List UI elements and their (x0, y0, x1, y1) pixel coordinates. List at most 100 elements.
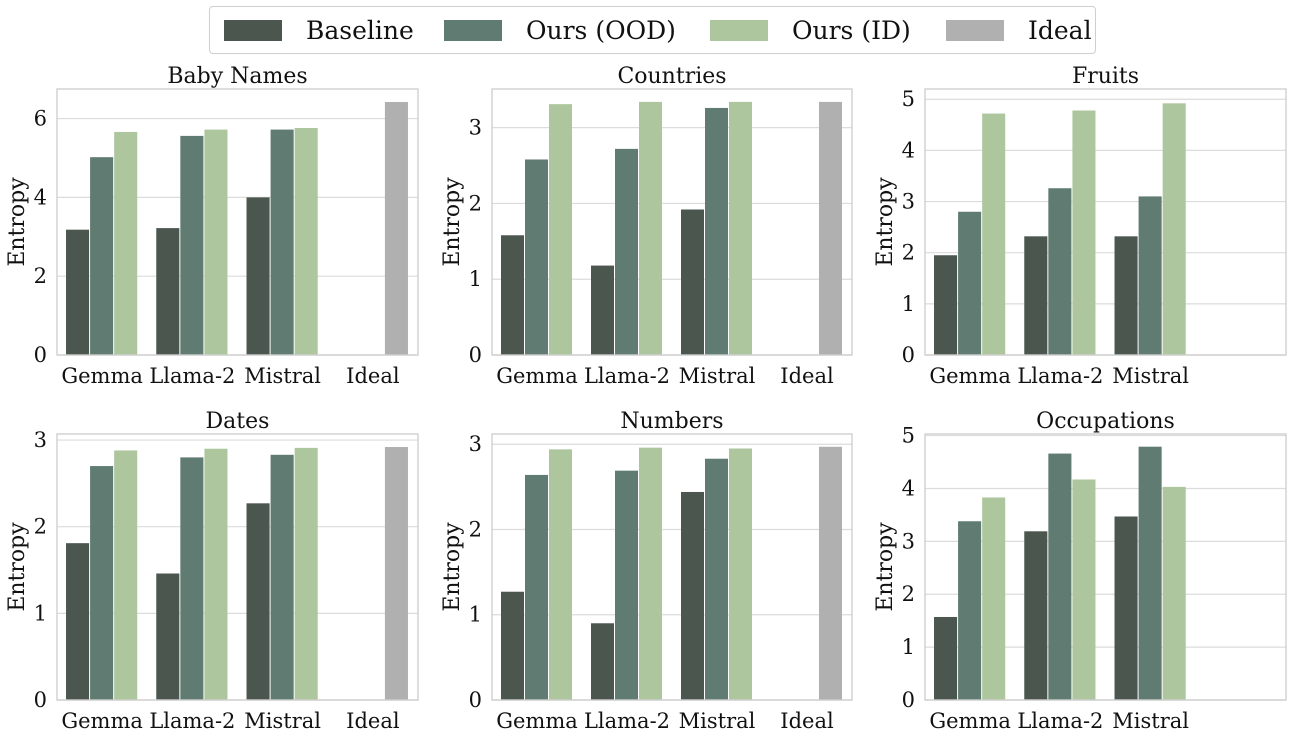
x-tick-label: Llama-2 (584, 709, 670, 733)
y-tick-label: 5 (902, 87, 915, 111)
plot-frame (56, 88, 419, 356)
x-tick-label: Gemma (61, 709, 143, 733)
y-tick-label: 5 (902, 424, 915, 448)
y-tick-label: 3 (902, 529, 915, 553)
bar-ours-id-gemma (982, 113, 1006, 355)
bar-ours-id-gemma (114, 450, 138, 700)
bar-baseline-mistral (1114, 516, 1138, 700)
y-tick-label: 0 (34, 343, 47, 367)
y-axis-label: Entropy (5, 177, 30, 267)
y-tick-label: 1 (902, 635, 915, 659)
x-tick-label: Mistral (244, 709, 321, 733)
chart-countries: Gemma Llama-2 Mistral Ideal 0 1 2 3 Countries Ent… (440, 64, 853, 388)
x-tick-label: Gemma (929, 364, 1011, 388)
x-tick-label: Llama-2 (149, 709, 235, 733)
chart-occupations: Gemma Llama-2 Mistral 0 1 2 3 4 5 Occupations Entr… (873, 409, 1287, 733)
chart-title: Dates (206, 409, 270, 434)
y-tick-label: 3 (469, 116, 482, 140)
x-tick-label: Ideal (346, 709, 400, 733)
x-tick-label: Ideal (780, 364, 834, 388)
bar-ours-id-gemma (982, 497, 1006, 700)
y-tick-label: 2 (34, 264, 47, 288)
y-tick-label: 0 (34, 688, 47, 712)
x-tick-label: Llama-2 (149, 364, 235, 388)
bar-ours-id-llama-2 (204, 129, 228, 355)
bar-baseline-mistral (681, 209, 704, 355)
bar-ours-id-mistral (294, 128, 318, 355)
bar-baseline-gemma (501, 235, 524, 355)
bar-baseline-gemma (66, 229, 90, 355)
y-tick-label: 2 (34, 515, 47, 539)
legend-swatch-ideal (946, 19, 1004, 41)
y-tick-label: 0 (469, 688, 482, 712)
plot-frame (491, 88, 853, 356)
bar-ours-ood-mistral (705, 458, 728, 700)
bar-ours-ood-llama-2 (615, 470, 638, 700)
x-tick-label: Mistral (244, 364, 321, 388)
bar-ours-id-mistral (294, 447, 318, 700)
chart-dates: Gemma Llama-2 Mistral Ideal 0 1 2 3 Dates Entropy (5, 409, 419, 733)
y-axis-label: Entropy (873, 522, 898, 612)
x-tick-label: Gemma (496, 709, 578, 733)
bar-baseline-gemma (66, 543, 90, 700)
bar-ours-id-mistral (1162, 486, 1186, 700)
bar-ours-ood-gemma (90, 157, 114, 355)
bar-baseline-llama-2 (591, 623, 614, 700)
legend-swatch-ours-id (710, 19, 768, 41)
legend: Baseline Ours (OOD) Ours (ID) Ideal (209, 6, 1096, 54)
y-tick-label: 0 (902, 688, 915, 712)
chart-title: Fruits (1072, 64, 1139, 89)
bar-ideal-ideal (384, 446, 408, 700)
x-tick-label: Llama-2 (1017, 364, 1103, 388)
chart-fruits: Gemma Llama-2 Mistral 0 1 2 3 4 5 Fruits Entropy (873, 64, 1287, 388)
bar-ours-ood-mistral (1138, 196, 1162, 355)
y-tick-label: 0 (902, 343, 915, 367)
legend-item-ours-ood: Ours (OOD) (444, 7, 676, 53)
bar-ours-ood-llama-2 (1048, 453, 1072, 700)
bar-ours-ood-gemma (525, 474, 548, 700)
bar-ours-ood-gemma (525, 159, 548, 355)
bar-ideal-ideal (819, 101, 842, 355)
legend-label-baseline: Baseline (306, 15, 414, 45)
chart-title: Occupations (1036, 409, 1175, 434)
bar-baseline-mistral (1114, 236, 1138, 355)
chart-numbers: Gemma Llama-2 Mistral Ideal 0 1 2 3 Numbers Entro… (440, 409, 853, 733)
x-tick-label: Gemma (61, 364, 143, 388)
bar-ours-id-llama-2 (639, 101, 662, 355)
plot-frame (56, 433, 419, 701)
bar-ours-ood-llama-2 (1048, 188, 1072, 355)
x-tick-label: Gemma (929, 709, 1011, 733)
bar-baseline-llama-2 (591, 265, 614, 355)
bar-ours-ood-llama-2 (615, 148, 638, 355)
y-tick-label: 0 (469, 343, 482, 367)
bar-ours-ood-mistral (270, 129, 294, 355)
bar-ours-id-gemma (114, 131, 138, 355)
y-axis-label: Entropy (873, 177, 898, 267)
y-tick-label: 4 (902, 476, 915, 500)
bar-ours-id-llama-2 (204, 448, 228, 700)
x-tick-label: Mistral (679, 364, 756, 388)
y-tick-label: 4 (902, 138, 915, 162)
plot-frame (924, 88, 1287, 356)
x-tick-label: Gemma (496, 364, 578, 388)
x-tick-label: Llama-2 (584, 364, 670, 388)
bar-ours-id-llama-2 (639, 447, 662, 700)
y-tick-label: 3 (34, 428, 47, 452)
bar-ours-ood-mistral (705, 107, 728, 356)
bar-ours-ood-gemma (958, 521, 982, 700)
plot-frame (491, 433, 853, 701)
x-tick-label: Ideal (780, 709, 834, 733)
y-tick-label: 1 (34, 601, 47, 625)
bar-ours-id-mistral (729, 448, 752, 700)
y-tick-label: 6 (34, 107, 47, 131)
y-tick-label: 2 (469, 191, 482, 215)
bar-ours-id-gemma (549, 449, 572, 700)
x-tick-label: Mistral (1112, 709, 1189, 733)
plot-frame (924, 433, 1287, 701)
bar-baseline-mistral (681, 491, 704, 700)
bar-ours-ood-gemma (90, 466, 114, 700)
y-axis-label: Entropy (440, 522, 465, 612)
bar-baseline-gemma (934, 255, 958, 355)
y-tick-label: 3 (469, 432, 482, 456)
